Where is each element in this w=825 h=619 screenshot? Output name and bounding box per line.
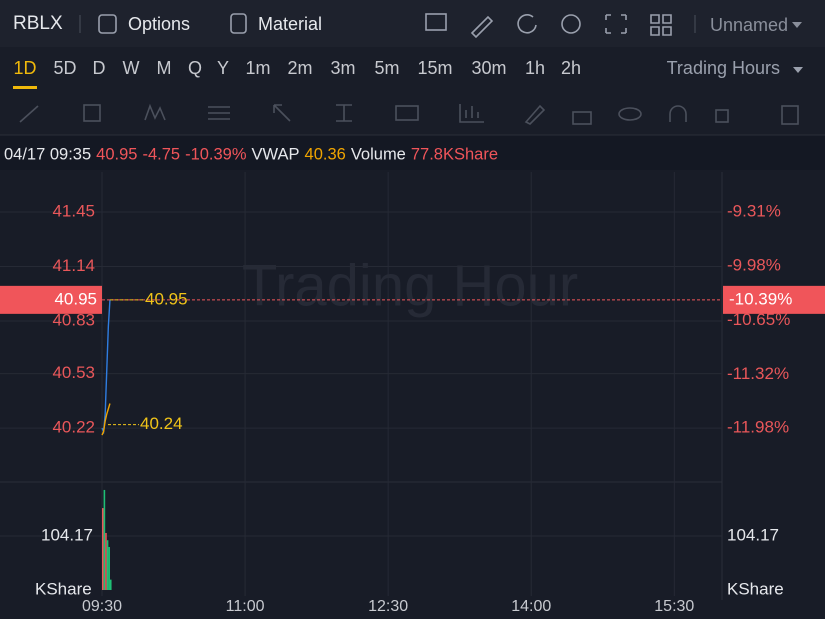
layout-icon[interactable]: [650, 14, 672, 36]
info-value: -4.75: [142, 145, 180, 163]
period-button[interactable]: 3m: [330, 58, 355, 78]
info-line: 04/17 09:35 40.95 -4.75 -10.39% VWAP 40.36 Vol…: [4, 145, 498, 163]
last-pct-box: [723, 285, 825, 314]
period-button[interactable]: 1D: [13, 58, 36, 78]
info-value: 40.36: [305, 145, 346, 163]
session-select[interactable]: Trading Hours: [667, 58, 780, 78]
volume-bar: [103, 489, 106, 590]
period-button[interactable]: 1m: [245, 58, 270, 78]
info-value: -10.39%: [185, 145, 247, 163]
pattern-tool[interactable]: [144, 103, 166, 121]
symbol[interactable]: RBLX: [13, 13, 63, 34]
x-tick-label: 14:00: [511, 598, 551, 615]
dropdown-arrow: [793, 67, 803, 73]
info-value: 04/17 09:35: [4, 145, 91, 163]
line-tool[interactable]: [19, 105, 39, 123]
period-button[interactable]: W: [123, 58, 140, 78]
settings-icon[interactable]: [561, 14, 581, 34]
last-pct-label: -10.39%: [729, 289, 792, 308]
period-button[interactable]: 15m: [417, 58, 452, 78]
active-underline: [13, 86, 37, 89]
volume-bar: [102, 508, 104, 590]
material-icon[interactable]: [230, 13, 247, 34]
magnet-tool[interactable]: [669, 105, 687, 122]
clone-tool[interactable]: [715, 109, 729, 123]
volume-bar: [109, 579, 112, 590]
info-value: 77.8KShare: [411, 145, 498, 163]
y2-tick-label: -11.32%: [727, 364, 789, 383]
refresh-icon[interactable]: [517, 14, 537, 34]
period-button[interactable]: 5m: [374, 58, 399, 78]
last-price-label: 40.95: [54, 289, 97, 308]
volume-bar: [108, 546, 110, 590]
y-tick-label: 41.45: [52, 202, 95, 221]
x-tick-label: 12:30: [368, 598, 408, 615]
chart: Trading Hour 09:30 11:00 12:30 14:00 15:30 41.…: [0, 170, 825, 619]
y-tick-label: 40.83: [52, 310, 95, 329]
period-button[interactable]: 5D: [53, 58, 76, 78]
period-button[interactable]: 1h: [525, 58, 545, 78]
rect-tool[interactable]: [83, 104, 101, 122]
arrow-tool[interactable]: [273, 104, 291, 122]
options-button[interactable]: Options: [128, 14, 190, 34]
chart-icon[interactable]: [425, 13, 447, 31]
y-tick-label: 40.22: [52, 418, 95, 437]
volume-unit: KShare: [727, 579, 784, 598]
eye-tool[interactable]: [618, 107, 642, 121]
period-button[interactable]: 30m: [471, 58, 506, 78]
x-tick-label: 15:30: [654, 598, 694, 615]
text-tool[interactable]: [395, 105, 419, 121]
period-bar: [0, 47, 825, 92]
fullscreen-icon[interactable]: [605, 14, 627, 34]
plot-area: [0, 170, 825, 619]
options-icon[interactable]: [98, 14, 117, 34]
watermark: Trading Hour: [242, 253, 578, 318]
measure-tool[interactable]: [336, 104, 352, 122]
bar-tool[interactable]: [459, 104, 484, 123]
top-bar: [0, 0, 825, 47]
period-button[interactable]: M: [157, 58, 172, 78]
volume-bar: [105, 532, 107, 590]
volume-unit: KShare: [35, 579, 92, 598]
vwap-tag: 40.24: [140, 414, 183, 433]
delete-tool[interactable]: [781, 105, 799, 125]
brush-tool[interactable]: [524, 104, 546, 125]
vwap-line: [101, 403, 111, 436]
dropdown-arrow: [792, 22, 802, 28]
period-button[interactable]: Y: [217, 58, 229, 78]
layout-name[interactable]: Unnamed: [710, 15, 788, 35]
info-value: Volume: [351, 145, 406, 163]
y2-tick-label: -9.31%: [727, 202, 781, 221]
volume-bar: [106, 540, 109, 590]
info-value: VWAP: [252, 145, 300, 163]
period-button[interactable]: 2m: [287, 58, 312, 78]
drawing-toolbar: [0, 92, 825, 135]
period-list: 1D 5D D W M Q Y 1m 2m 3m 5m 15m 30m 1h 2h: [13, 58, 581, 89]
y-tick-label: 40.53: [52, 363, 95, 382]
x-tick-label: 11:00: [226, 598, 265, 615]
period-button[interactable]: Q: [188, 58, 202, 78]
volume-tick-label: 104.17: [41, 525, 93, 544]
y2-tick-label: -10.65%: [727, 310, 790, 329]
y2-tick-label: -9.98%: [727, 256, 781, 275]
y2-tick-label: -11.98%: [727, 418, 789, 437]
edit-icon[interactable]: [470, 15, 494, 39]
price-tag: 40.95: [145, 289, 188, 308]
x-tick-label: 09:30: [82, 598, 122, 615]
period-button[interactable]: D: [93, 58, 106, 78]
top-icons: [425, 13, 672, 39]
last-price-box: [0, 285, 102, 314]
drawing-tools: [19, 103, 799, 125]
period-button[interactable]: 2h: [561, 58, 581, 78]
lock-tool[interactable]: [572, 111, 592, 125]
info-value: 40.95: [96, 145, 137, 163]
volume-tick-label: 104.17: [727, 525, 779, 544]
fib-tool[interactable]: [208, 106, 230, 120]
material-button[interactable]: Material: [258, 14, 322, 34]
y-tick-label: 41.14: [52, 256, 95, 275]
